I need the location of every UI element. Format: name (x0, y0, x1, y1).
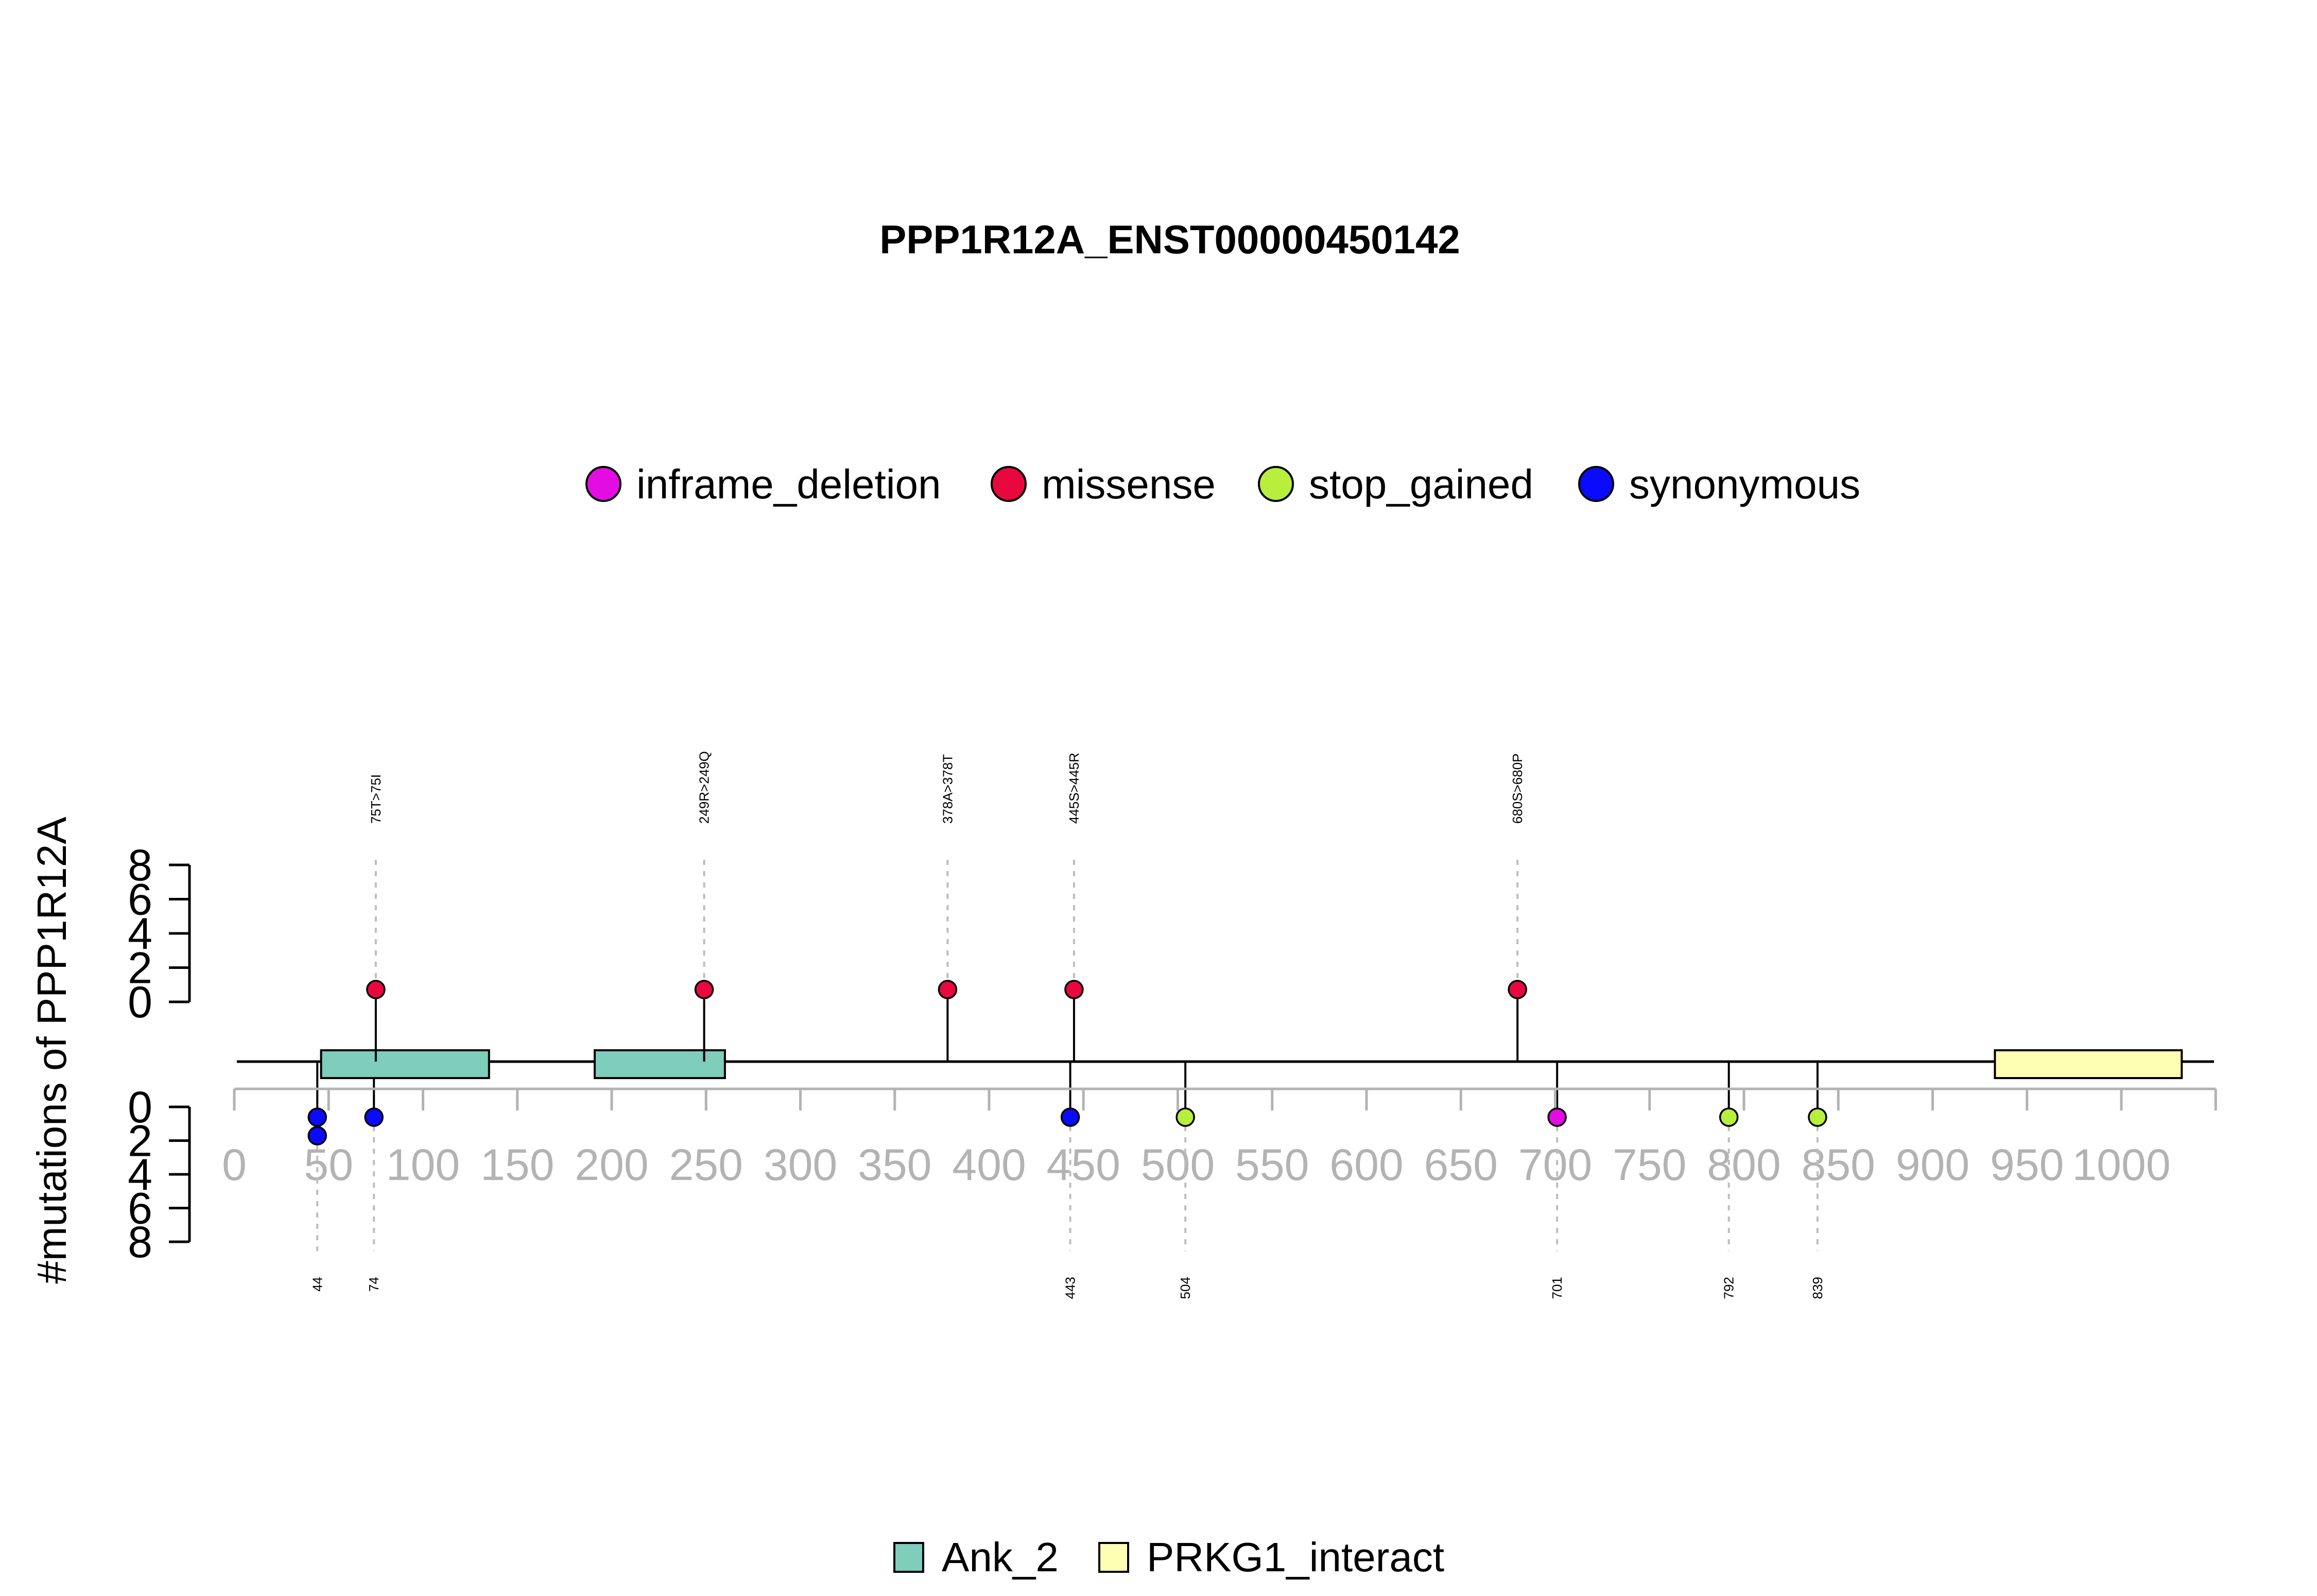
bottom-mutation-point (307, 1107, 327, 1127)
top-mutation-point (938, 980, 958, 999)
top-mutation-label: 75T>75I (368, 774, 384, 824)
top-y-tick-label: 6 (128, 875, 152, 925)
x-tick-label: 750 (1613, 1140, 1687, 1190)
bottom-mutation-label: 44 (309, 1277, 325, 1292)
top-y-tick-label: 8 (128, 841, 152, 890)
legend-missense-label: missense (1042, 461, 1216, 507)
bottom-mutation-point (307, 1126, 327, 1146)
top-mutation-label: 249R>249Q (697, 751, 712, 824)
x-tick-label: 950 (1990, 1140, 2064, 1190)
bottom-y-tick-label: 0 (128, 1083, 152, 1132)
bottom-mutation-label: 74 (366, 1277, 382, 1292)
legend-inframe-deletion-label: inframe_deletion (636, 461, 941, 507)
x-tick-label: 800 (1707, 1140, 1781, 1190)
legend-stop-gained-label: stop_gained (1309, 461, 1533, 507)
bottom-y-tick-label: 6 (128, 1184, 152, 1234)
top-mutation-point (1064, 980, 1084, 999)
top-mutation-point (366, 980, 386, 999)
plot-area: 0 50 100 150 200 250 300 350 400 450 500 550 600 650 7… (128, 751, 2217, 1299)
top-mutation-point (1508, 980, 1527, 999)
bottom-mutation-label: 443 (1063, 1277, 1078, 1299)
bottom-y-tick-label: 2 (128, 1117, 152, 1166)
x-tick-label: 500 (1141, 1140, 1215, 1190)
x-tick-label: 300 (764, 1140, 838, 1190)
legend-stop-gained-marker (1258, 466, 1294, 502)
domain-ank-2 (320, 1049, 490, 1079)
x-tick-label: 850 (1802, 1140, 1876, 1190)
legend-prkg1-interact-marker (1098, 1542, 1129, 1573)
top-y-tick-label: 4 (128, 909, 152, 959)
chart-title: PPP1R12A_ENST00000450142 (879, 217, 1460, 262)
bottom-mutation-point (1175, 1107, 1195, 1127)
bottom-y-tick-label: 4 (128, 1150, 152, 1200)
legend-synonymous-marker (1578, 466, 1614, 502)
top-mutation-point (694, 980, 714, 999)
bottom-mutation-point (1547, 1107, 1567, 1127)
x-tick-label: 350 (858, 1140, 932, 1190)
x-tick-label: 250 (669, 1140, 743, 1190)
top-mutation-label: 378A>378T (940, 754, 955, 824)
bottom-mutation-label: 839 (1810, 1277, 1825, 1299)
x-tick-label: 1000 (2072, 1140, 2170, 1190)
x-tick-label: 400 (952, 1140, 1026, 1190)
mutation-legend: inframe_deletion missense stop_gained synon… (585, 461, 1860, 507)
bottom-mutation-point (1060, 1107, 1080, 1127)
domain-legend: Ank_2 PRKG1_interact (893, 1534, 1444, 1580)
top-mutation-label: 445S>445R (1066, 753, 1082, 824)
domain-ank-2 (594, 1049, 726, 1079)
x-tick-label: 200 (575, 1140, 649, 1190)
x-tick-label: 650 (1424, 1140, 1498, 1190)
legend-ank-2-marker (893, 1542, 924, 1573)
x-tick-label: 600 (1329, 1140, 1404, 1190)
legend-synonymous-label: synonymous (1629, 461, 1860, 507)
bottom-y-tick-label: 8 (128, 1218, 152, 1267)
x-tick-label: 450 (1047, 1140, 1121, 1190)
bottom-mutation-point (1719, 1107, 1739, 1127)
top-mutation-label: 680S>680P (1510, 753, 1525, 824)
y-axis-label: #mutations of PPP1R12A (29, 817, 75, 1284)
domain-prkg1-interact (1994, 1049, 2183, 1079)
x-tick-label: 150 (480, 1140, 555, 1190)
x-tick-label: 0 (222, 1140, 247, 1190)
top-y-tick-label: 2 (128, 944, 152, 993)
top-y-tick-label: 0 (128, 978, 152, 1027)
x-tick-label: 900 (1896, 1140, 1970, 1190)
legend-inframe-deletion-marker (585, 466, 621, 502)
bottom-mutation-label: 504 (1178, 1277, 1193, 1299)
x-tick-label: 700 (1518, 1140, 1593, 1190)
legend-missense-marker (991, 466, 1027, 502)
bottom-mutation-label: 701 (1549, 1277, 1565, 1299)
legend-prkg1-interact-label: PRKG1_interact (1147, 1534, 1444, 1580)
bottom-mutation-point (1808, 1107, 1827, 1127)
x-tick-label: 550 (1235, 1140, 1309, 1190)
legend-ank-2-label: Ank_2 (942, 1534, 1059, 1580)
bottom-mutation-point (364, 1107, 384, 1127)
bottom-mutation-label: 792 (1721, 1277, 1737, 1299)
x-tick-label: 50 (304, 1140, 353, 1190)
x-tick-label: 100 (386, 1140, 460, 1190)
